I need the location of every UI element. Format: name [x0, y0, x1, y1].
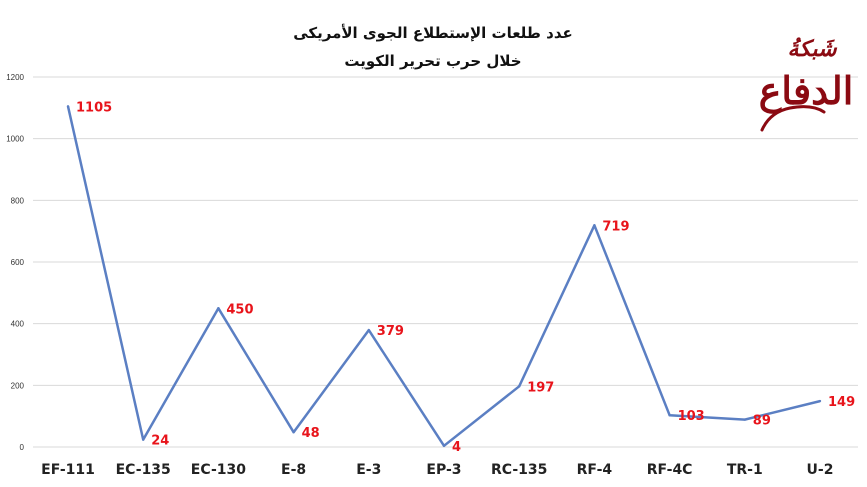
y-tick-label: 200 [11, 381, 25, 390]
data-point-EF-111 [66, 105, 70, 108]
series-line-group [66, 105, 822, 448]
x-tick-label: TR-1 [727, 462, 763, 478]
data-label-EC-135: 24 [151, 434, 169, 449]
data-point-EC-130 [217, 307, 220, 310]
x-tick-label: RC-135 [491, 462, 547, 478]
y-tick-label: 1200 [6, 73, 24, 82]
x-tick-label: E-8 [281, 462, 306, 478]
y-tick-label: 0 [20, 443, 25, 452]
data-label-RC-135: 197 [527, 380, 554, 395]
y-tick-label: 400 [11, 320, 25, 329]
data-point-RC-135 [518, 385, 521, 388]
data-point-RF-4C [668, 414, 671, 417]
data-point-E-8 [292, 431, 295, 434]
data-label-E-8: 48 [302, 426, 320, 441]
series-line [66, 106, 821, 448]
logo-text-main: الدفاع [759, 68, 854, 114]
data-label-EC-130: 450 [226, 302, 253, 317]
data-label-RF-4: 719 [602, 219, 629, 234]
data-point-U-2 [818, 399, 822, 403]
watermark-logo: شَبكةُ الدفاع [759, 36, 854, 132]
data-point-EC-135 [142, 438, 145, 441]
data-label-RF-4C: 103 [678, 409, 705, 424]
chart-title-group: عدد طلعات الإستطلاع الجوى الأمريكى خلال … [293, 24, 573, 70]
x-tick-label: EP-3 [426, 462, 461, 478]
data-label-E-3: 379 [377, 324, 404, 339]
data-point-TR-1 [743, 418, 746, 421]
y-axis-ticks: 0 200 400 600 800 1000 1200 [6, 73, 24, 452]
x-tick-label: RF-4 [577, 462, 613, 478]
x-tick-label: EF-111 [41, 462, 95, 478]
logo-text-top: شَبكةُ [787, 36, 838, 62]
data-point-RF-4 [593, 224, 596, 227]
data-point-EP-3 [442, 444, 446, 447]
data-label-EF-111: 1105 [76, 100, 112, 115]
chart-title: عدد طلعات الإستطلاع الجوى الأمريكى [293, 24, 573, 42]
y-tick-label: 800 [11, 196, 25, 205]
x-axis-ticks: EF-111 EC-135 EC-130 E-8 E-3 EP-3 RC-135 RF-4 RF… [41, 462, 833, 478]
x-tick-label: EC-135 [116, 462, 171, 478]
grid-lines [33, 76, 858, 448]
x-tick-label: E-3 [356, 462, 381, 478]
x-tick-label: RF-4C [647, 462, 693, 478]
chart-subtitle: خلال حرب تحرير الكويت [344, 52, 521, 70]
y-tick-label: 600 [11, 258, 25, 267]
data-label-TR-1: 89 [753, 414, 771, 429]
data-label-U-2: 149 [828, 395, 855, 410]
data-point-E-3 [367, 328, 370, 332]
data-labels: 1105 24 450 48 379 4 197 719 103 89 149 [76, 100, 855, 454]
logo-swoosh [760, 105, 826, 132]
y-tick-label: 1000 [6, 135, 24, 144]
x-tick-label: EC-130 [191, 462, 246, 478]
data-label-EP-3: 4 [452, 440, 461, 455]
x-tick-label: U-2 [807, 462, 834, 478]
